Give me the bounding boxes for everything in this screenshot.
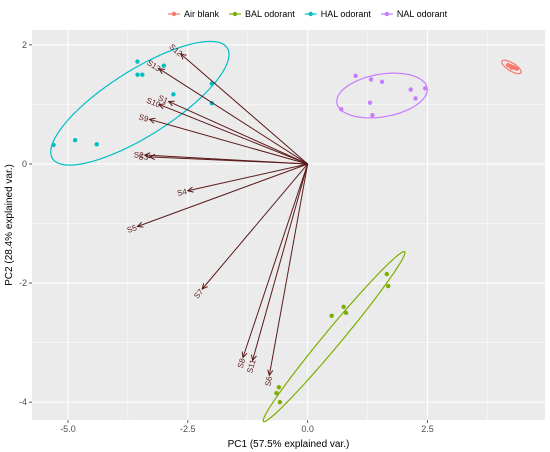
legend-key-point <box>384 11 390 17</box>
x-axis-label: PC1 (57.5% explained var.) <box>228 439 350 450</box>
loading-arrow-s1 <box>168 100 308 165</box>
ellipse-bal-odorant <box>262 250 406 423</box>
point-nal-odorant <box>370 112 375 118</box>
point-hal-odorant <box>51 142 56 148</box>
x-tick-label: 0.0 <box>301 424 314 434</box>
point-hal-odorant <box>135 72 140 77</box>
legend-key-point <box>308 11 313 17</box>
group-ellipses <box>50 40 522 423</box>
point-nal-odorant <box>408 87 413 92</box>
point-bal-odorant <box>276 385 282 390</box>
loading-arrowhead <box>186 186 194 193</box>
loading-arrowhead <box>158 68 166 75</box>
legend-label: HAL odorant <box>321 9 372 19</box>
legend-item-air-blank: Air blank <box>168 9 220 19</box>
plot-panel <box>32 30 545 420</box>
x-tick-label: -2.5 <box>180 424 196 434</box>
y-tick-label: -2 <box>19 278 27 288</box>
loading-arrow-s3 <box>149 156 308 165</box>
point-nal-odorant <box>422 86 428 91</box>
point-bal-odorant <box>329 313 334 319</box>
legend-key-point <box>232 11 238 17</box>
legend-item-bal-odorant: BAL odorant <box>229 9 295 19</box>
point-bal-odorant <box>274 391 279 396</box>
point-air-blank <box>509 65 514 70</box>
y-axis-ticks: -4 -2 0 2 <box>19 40 32 407</box>
loading-arrowhead <box>136 221 144 228</box>
point-nal-odorant <box>379 79 385 85</box>
loading-arrowhead <box>157 103 166 110</box>
point-nal-odorant <box>367 100 373 105</box>
loading-arrow-s11 <box>252 163 309 361</box>
point-bal-odorant <box>386 283 391 289</box>
loading-arrow-s8 <box>242 163 309 358</box>
loading-arrowhead <box>148 154 156 161</box>
point-hal-odorant <box>171 92 176 97</box>
point-air-blank <box>514 66 519 71</box>
loading-arrow-s10 <box>158 103 308 165</box>
loading-arrowhead <box>267 369 274 377</box>
x-axis-ticks: -5.0 -2.5 0.0 2.5 <box>60 420 434 434</box>
point-hal-odorant <box>140 72 145 77</box>
legend-label: NAL odorant <box>397 9 448 19</box>
point-nal-odorant <box>353 73 358 79</box>
loading-label-s11: S11 <box>245 358 258 374</box>
y-tick-label: 0 <box>22 159 27 169</box>
ellipse-hal-odorant <box>50 40 230 166</box>
point-nal-odorant <box>339 106 344 112</box>
x-tick-label: 2.5 <box>421 424 434 434</box>
y-axis-label: PC2 (28.4% explained var.) <box>4 164 15 286</box>
point-bal-odorant <box>341 304 346 310</box>
legend-item-nal-odorant: NAL odorant <box>380 9 448 19</box>
loading-label-s4: S4 <box>176 187 188 198</box>
loading-arrowhead <box>148 117 156 124</box>
loading-arrowhead <box>241 351 248 359</box>
legend-label: BAL odorant <box>245 9 295 19</box>
loading-label-s8: S8 <box>236 357 248 370</box>
loading-arrow-s9 <box>149 118 308 165</box>
grid-lines <box>32 30 545 420</box>
point-nal-odorant <box>413 96 418 101</box>
y-tick-label: -4 <box>19 397 27 407</box>
loading-label-s6: S6 <box>263 375 274 387</box>
y-tick-label: 2 <box>22 40 27 50</box>
loading-arrow-s13 <box>158 68 308 165</box>
loading-arrow-s5 <box>137 163 308 227</box>
point-hal-odorant <box>209 81 214 86</box>
loading-arrowhead <box>179 53 187 60</box>
legend-key-point <box>171 11 177 17</box>
point-hal-odorant <box>72 137 78 143</box>
loading-arrowhead <box>250 354 257 362</box>
x-tick-label: -5.0 <box>60 424 76 434</box>
loading-label-s3: S3 <box>138 152 149 161</box>
loading-label-s5: S5 <box>126 223 139 235</box>
loading-arrowhead <box>167 100 175 107</box>
loading-arrowhead <box>201 283 208 290</box>
point-hal-odorant <box>135 59 140 64</box>
loading-arrow-s6 <box>268 163 309 376</box>
point-bal-odorant <box>343 310 349 316</box>
ellipse-air-blank <box>501 59 522 75</box>
point-nal-odorant <box>368 77 374 82</box>
point-hal-odorant <box>94 142 99 147</box>
point-hal-odorant <box>161 63 167 68</box>
loading-label-s1: S1 <box>157 93 170 105</box>
loading-arrowhead <box>143 152 151 159</box>
loading-label-s9: S9 <box>138 113 150 124</box>
legend: Air blank BAL odorant HAL odorant NAL odora… <box>168 9 448 19</box>
loading-label-s2: S2 <box>134 150 145 160</box>
ellipse-nal-odorant <box>336 72 428 119</box>
legend-label: Air blank <box>184 9 220 19</box>
loading-arrow-s4 <box>187 163 308 192</box>
point-bal-odorant <box>277 399 283 405</box>
loading-arrow-s12 <box>180 53 309 165</box>
loading-arrow-s7 <box>201 163 309 290</box>
point-bal-odorant <box>384 271 389 277</box>
legend-item-hal-odorant: HAL odorant <box>304 9 372 19</box>
